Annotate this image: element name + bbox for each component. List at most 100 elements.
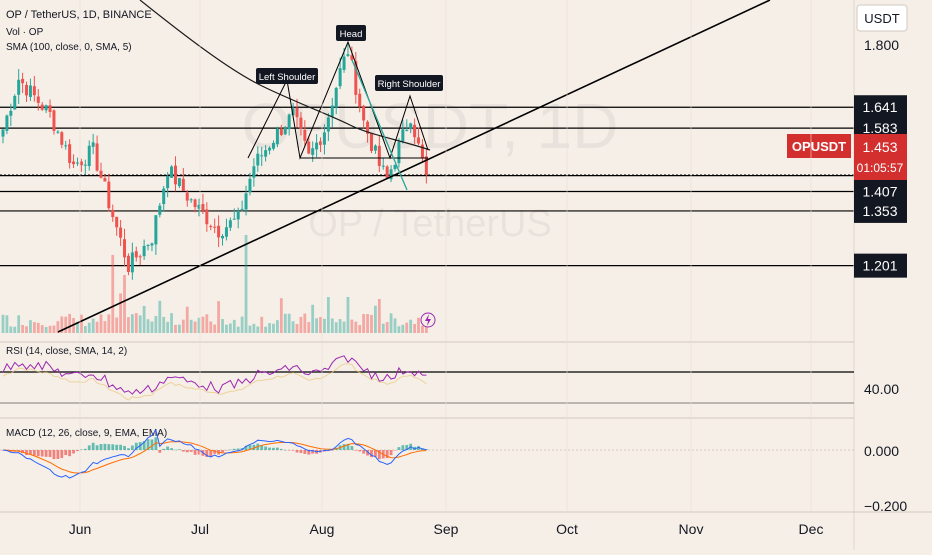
time-tick-label: Aug [310, 521, 335, 537]
candle [338, 68, 342, 87]
macd-histogram-bar [95, 445, 99, 450]
candle [417, 137, 421, 144]
volume-bar [264, 326, 268, 333]
volume-bar [279, 298, 283, 333]
watermark-name: OP / TetherUS [308, 203, 552, 245]
macd-histogram-bar [134, 442, 138, 450]
candle [209, 225, 213, 227]
volume-bar [189, 319, 193, 333]
macd-histogram-bar [99, 444, 103, 450]
macd-histogram-bar [158, 450, 162, 453]
candle [334, 87, 338, 108]
price-scale[interactable]: USDT 1.800 1.6411.5831.4511.4071.3531.20… [787, 0, 908, 550]
candle [221, 235, 225, 239]
macd-histogram-bar [162, 448, 166, 450]
rsi-legend[interactable]: RSI (14, close, SMA, 14, 2) [6, 346, 127, 357]
volume-bar [40, 325, 44, 333]
candle [283, 127, 287, 135]
candle [350, 55, 354, 60]
volume-legend[interactable]: Vol · OP [6, 27, 44, 38]
volume-bar [127, 317, 130, 333]
volume-bar [393, 318, 397, 333]
macd-pane[interactable]: MACD (12, 26, close, 9, EMA, EMA) [0, 417, 854, 479]
candle [197, 204, 201, 209]
volume-bar [111, 255, 115, 333]
right-shoulder-annotation[interactable]: Right Shoulder [375, 75, 443, 91]
volume-bar [25, 326, 28, 333]
macd-histogram-bar [295, 450, 299, 453]
volume-bar [99, 314, 103, 333]
macd-histogram-bar [385, 450, 389, 459]
volume-bar [248, 325, 252, 333]
lightning-icon[interactable] [420, 312, 436, 328]
macd-histogram-bar [166, 446, 170, 450]
candle [64, 145, 68, 147]
candle [413, 124, 417, 138]
price-tick-label: 1.800 [864, 37, 899, 53]
macd-histogram-bar [189, 450, 193, 452]
volume-bar [174, 324, 177, 333]
macd-histogram-bar [64, 450, 68, 456]
volume-bar [154, 316, 158, 333]
time-tick-label: Dec [799, 521, 824, 537]
macd-tick-label-2: −0.200 [864, 498, 907, 514]
candle [52, 110, 56, 131]
time-tick-label: Oct [556, 521, 578, 537]
candle [322, 132, 326, 145]
candle [358, 93, 362, 107]
macd-histogram-bar [342, 444, 346, 450]
candle [36, 96, 40, 103]
volume-bar [158, 300, 162, 333]
left-shoulder-annotation[interactable]: Left Shoulder [256, 68, 318, 84]
volume-bar [56, 321, 60, 333]
price-badge-label: 1.353 [862, 203, 897, 219]
currency-label[interactable]: USDT [864, 11, 899, 26]
macd-histogram-bar [225, 450, 228, 451]
candle [424, 156, 428, 175]
symbol-legend[interactable]: OP / TetherUS, 1D, BINANCE [6, 9, 152, 21]
candle [79, 161, 83, 166]
macd-histogram-bar [413, 446, 416, 450]
price-badge [854, 95, 907, 120]
support-trendline [57, 0, 771, 333]
rsi-pane[interactable]: RSI (14, close, SMA, 14, 2) [0, 341, 854, 404]
candle [369, 133, 373, 151]
candle [377, 145, 381, 166]
volume-bar [354, 321, 358, 333]
macd-histogram-bar [205, 450, 209, 458]
candlesticks[interactable] [1, 44, 428, 280]
price-badge-label: 1.407 [862, 183, 897, 199]
candle [91, 142, 95, 147]
volume-bar [95, 321, 99, 333]
volume-bar [385, 322, 389, 333]
price-badge-label: 1.641 [862, 99, 897, 115]
volume-bar [346, 297, 350, 333]
sma-legend[interactable]: SMA (100, close, 0, SMA, 5) [6, 42, 132, 53]
candle [213, 226, 217, 228]
candle [9, 110, 13, 116]
macd-histogram-bar [299, 450, 303, 453]
price-badge [854, 253, 907, 278]
candle [381, 165, 385, 167]
candle [275, 128, 279, 145]
volume-bar [319, 317, 322, 333]
macd-histogram-bar [60, 450, 64, 459]
macd-histogram-bar [40, 450, 44, 457]
time-axis[interactable]: Jun Jul Aug Sep Oct Nov Dec [0, 0, 932, 537]
price-badge [854, 198, 907, 223]
volume-bar [338, 319, 342, 333]
volume-bar [201, 316, 205, 333]
macd-histogram-bar [17, 450, 21, 452]
right-shoulder-label: Right Shoulder [378, 79, 441, 90]
volume-bar [358, 325, 362, 333]
volume-bar [232, 319, 236, 333]
volume-bar [374, 305, 377, 333]
head-annotation[interactable]: Head [336, 25, 366, 41]
macd-legend[interactable]: MACD (12, 26, close, 9, EMA, EMA) [6, 428, 167, 439]
volume-bar [170, 313, 173, 333]
candle [99, 170, 103, 178]
macd-histogram-bar [272, 447, 275, 450]
macd-histogram-bar [303, 450, 307, 454]
